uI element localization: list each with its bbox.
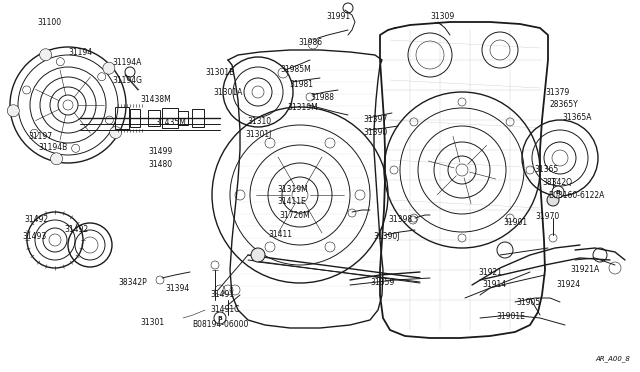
- Circle shape: [7, 105, 19, 117]
- Bar: [162, 108, 178, 128]
- Text: 31310: 31310: [247, 117, 271, 126]
- Text: 31991: 31991: [326, 12, 350, 21]
- Bar: [192, 109, 204, 127]
- Circle shape: [552, 186, 564, 198]
- Text: 31194G: 31194G: [112, 76, 142, 85]
- Text: 31726M: 31726M: [279, 211, 310, 220]
- Text: 31365A: 31365A: [562, 113, 591, 122]
- Text: 31194A: 31194A: [112, 58, 141, 67]
- Text: 31379: 31379: [545, 88, 569, 97]
- Text: 31100: 31100: [37, 18, 61, 27]
- Text: 31394: 31394: [165, 284, 189, 293]
- Circle shape: [251, 248, 265, 262]
- Text: 38342Q: 38342Q: [542, 178, 572, 187]
- Text: 31309: 31309: [430, 12, 454, 21]
- Text: 31397: 31397: [363, 115, 387, 124]
- Circle shape: [40, 49, 52, 61]
- Text: 31901E: 31901E: [496, 312, 525, 321]
- Text: AR_A00_8: AR_A00_8: [595, 355, 630, 362]
- Text: 31194B: 31194B: [38, 143, 67, 152]
- Text: 31921: 31921: [478, 268, 502, 277]
- Text: 38342P: 38342P: [118, 278, 147, 287]
- Text: 31981: 31981: [289, 80, 313, 89]
- Text: 31492: 31492: [24, 215, 48, 224]
- Text: 31435M: 31435M: [155, 118, 186, 127]
- Bar: [115, 107, 129, 129]
- Text: 31365: 31365: [534, 165, 558, 174]
- Text: 31499: 31499: [148, 147, 172, 156]
- Text: 31438M: 31438M: [140, 95, 171, 104]
- Text: 31921A: 31921A: [570, 265, 599, 274]
- Text: 31986: 31986: [298, 38, 322, 47]
- Text: 31390: 31390: [363, 128, 387, 137]
- Text: 31491: 31491: [210, 290, 234, 299]
- Text: 31194: 31194: [68, 48, 92, 57]
- Text: B: B: [218, 315, 223, 321]
- Text: 31480: 31480: [148, 160, 172, 169]
- Circle shape: [547, 194, 559, 206]
- Text: 31359: 31359: [370, 278, 394, 287]
- Circle shape: [109, 126, 122, 138]
- Text: 31985M: 31985M: [280, 65, 311, 74]
- Text: 31390J: 31390J: [373, 232, 399, 241]
- Text: 31491C: 31491C: [210, 305, 239, 314]
- Text: 31319M: 31319M: [287, 103, 317, 112]
- Bar: [148, 110, 160, 126]
- Text: 31901: 31901: [503, 218, 527, 227]
- Text: 31301B: 31301B: [205, 68, 234, 77]
- Circle shape: [51, 153, 63, 165]
- Text: 31493: 31493: [22, 232, 46, 241]
- Bar: [178, 111, 188, 125]
- Bar: [130, 109, 140, 127]
- Circle shape: [103, 62, 115, 74]
- Circle shape: [214, 312, 226, 324]
- Text: 31988: 31988: [310, 93, 334, 102]
- Text: 31492: 31492: [64, 225, 88, 234]
- Text: B: B: [556, 189, 561, 195]
- Text: 31411: 31411: [268, 230, 292, 239]
- Text: 31914: 31914: [482, 280, 506, 289]
- Text: 31301J: 31301J: [245, 130, 271, 139]
- Text: B08194-06000: B08194-06000: [192, 320, 248, 329]
- Text: 31301A: 31301A: [213, 88, 243, 97]
- Text: 31905: 31905: [516, 298, 540, 307]
- Text: 31970: 31970: [535, 212, 559, 221]
- Text: 31301: 31301: [140, 318, 164, 327]
- Text: B08160-6122A: B08160-6122A: [548, 191, 604, 200]
- Text: 31319M: 31319M: [277, 185, 308, 194]
- Text: 28365Y: 28365Y: [550, 100, 579, 109]
- Text: 31924: 31924: [556, 280, 580, 289]
- Text: 31411E: 31411E: [277, 197, 306, 206]
- Text: 31197: 31197: [28, 132, 52, 141]
- Text: 31398: 31398: [388, 215, 412, 224]
